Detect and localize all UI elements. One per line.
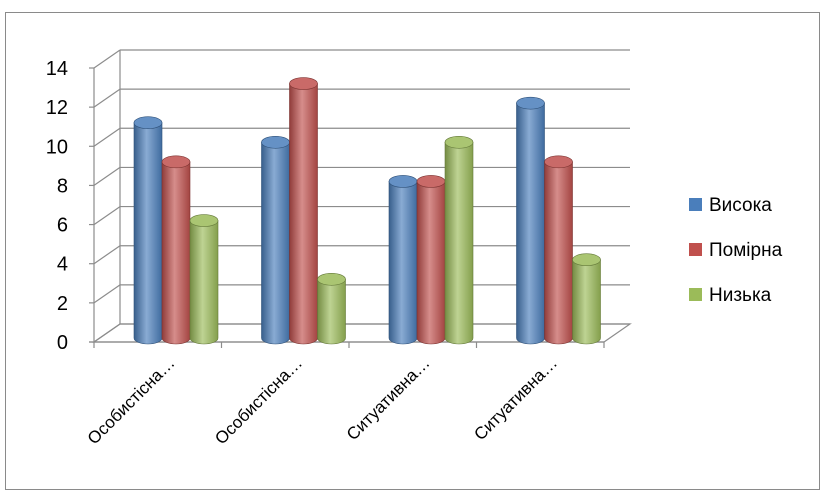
bar-body bbox=[289, 83, 318, 345]
bar-top bbox=[161, 155, 191, 169]
gridline-side bbox=[93, 166, 121, 186]
bar bbox=[189, 214, 219, 345]
bar-top bbox=[261, 135, 290, 149]
x-tick-label: Особистісна… bbox=[84, 353, 179, 448]
bar-top bbox=[572, 253, 601, 267]
bar bbox=[388, 175, 418, 345]
y-tick-label: 0 bbox=[57, 332, 68, 354]
bar bbox=[416, 175, 446, 345]
bar-body bbox=[133, 122, 163, 345]
x-tick-label: Ситуативна… bbox=[343, 353, 434, 444]
bar-body bbox=[444, 141, 474, 345]
legend-swatch bbox=[689, 198, 702, 211]
bar bbox=[516, 96, 545, 345]
gridline-side bbox=[93, 88, 121, 108]
y-tick-label: 6 bbox=[57, 215, 68, 237]
bar-body bbox=[416, 181, 446, 345]
y-tick-label: 8 bbox=[57, 175, 68, 197]
bar-body bbox=[161, 161, 191, 345]
legend-item: Помірна bbox=[689, 240, 783, 261]
bar bbox=[261, 135, 290, 345]
bar bbox=[317, 272, 346, 345]
y-tick-label: 10 bbox=[46, 136, 68, 158]
bar-body bbox=[261, 141, 290, 345]
bar-top bbox=[289, 77, 318, 90]
bar-top bbox=[516, 96, 545, 110]
bar bbox=[444, 135, 474, 345]
bar bbox=[161, 155, 191, 345]
y-tick-label: 14 bbox=[46, 58, 68, 80]
bar-body bbox=[317, 278, 346, 345]
bar-body bbox=[388, 181, 418, 345]
y-tick-label: 4 bbox=[57, 254, 68, 276]
legend-label: Низька bbox=[709, 285, 772, 306]
legend: Висока Помірна Низька bbox=[689, 195, 783, 306]
bars bbox=[133, 77, 601, 345]
bar-top bbox=[189, 214, 219, 227]
bar-top bbox=[133, 116, 163, 130]
x-tick-label: Ситуативна… bbox=[470, 353, 561, 444]
bar-top bbox=[388, 175, 418, 188]
x-tick-label: Особистісна… bbox=[211, 353, 306, 448]
legend-label: Висока bbox=[709, 195, 772, 216]
bar bbox=[133, 116, 163, 345]
legend-label: Помірна bbox=[709, 240, 783, 261]
gridline-side bbox=[93, 49, 121, 69]
y-tick-label: 12 bbox=[46, 97, 68, 119]
y-tick-label: 2 bbox=[57, 293, 68, 315]
bar bbox=[289, 77, 318, 345]
bar-body bbox=[189, 220, 219, 345]
bar-top bbox=[416, 175, 446, 188]
bar-body bbox=[516, 102, 545, 345]
gridline-side bbox=[93, 206, 121, 226]
bar bbox=[572, 253, 601, 345]
legend-item: Висока bbox=[689, 195, 772, 216]
legend-swatch bbox=[689, 243, 702, 256]
bar-top bbox=[317, 272, 346, 286]
gridline-side bbox=[93, 245, 121, 265]
y-tick-labels: 0 2 4 6 8 10 12 14 bbox=[46, 58, 68, 354]
bar-body bbox=[572, 259, 601, 345]
x-tick-labels: Особистісна… Особистісна… Ситуативна… Ситуа… bbox=[84, 353, 561, 448]
bar-top bbox=[444, 135, 474, 149]
bar-top bbox=[544, 155, 573, 169]
gridline-side bbox=[93, 127, 121, 147]
bar-body bbox=[544, 161, 573, 345]
legend-item: Низька bbox=[689, 285, 772, 306]
bar bbox=[544, 155, 573, 345]
gridline-side bbox=[93, 284, 121, 304]
legend-swatch bbox=[689, 288, 702, 301]
